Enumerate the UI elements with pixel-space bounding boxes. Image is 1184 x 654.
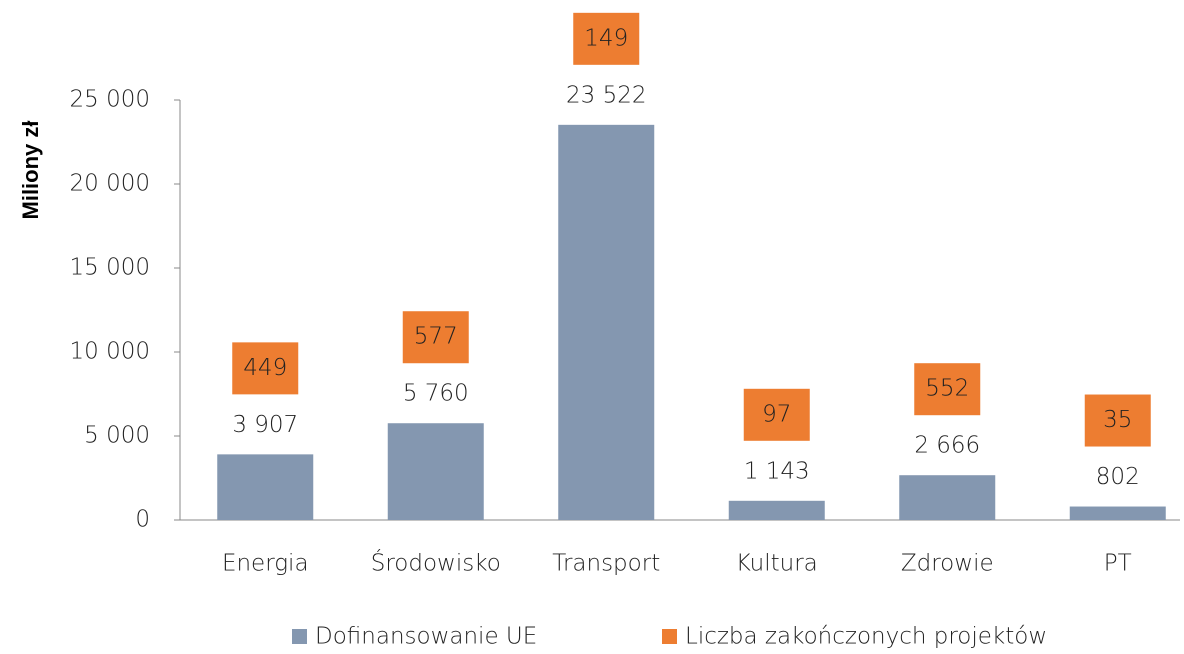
project-count-box: [1084, 394, 1151, 447]
y-tick-label: 0: [135, 507, 150, 533]
value-label: 2 666: [914, 433, 980, 459]
project-count-label: 552: [925, 376, 969, 402]
x-tick-label: Zdrowie: [901, 551, 994, 577]
bar: [217, 454, 314, 520]
project-count-box: [573, 12, 640, 65]
value-label: 3 907: [232, 412, 298, 438]
x-tick-label: Transport: [552, 551, 660, 577]
bar: [1069, 506, 1166, 520]
x-tick-label: Środowisko: [371, 549, 501, 577]
bar: [387, 423, 484, 520]
value-label: 5 760: [403, 381, 469, 407]
project-count-label: 449: [243, 355, 287, 381]
x-tick-label: Kultura: [736, 551, 818, 577]
legend-swatch: [292, 629, 307, 644]
project-count-label: 97: [762, 401, 791, 427]
project-count-box: [232, 342, 299, 395]
project-count-box: [914, 363, 981, 416]
legend-label: Liczba zakończonych projektów: [685, 624, 1047, 650]
bar: [558, 124, 655, 521]
y-axis-label: Miliony zł: [18, 121, 43, 220]
bar: [728, 500, 825, 520]
project-count-label: 35: [1103, 407, 1132, 433]
y-tick-label: 25 000: [70, 87, 150, 113]
x-tick-label: PT: [1104, 551, 1132, 577]
bar: [899, 475, 996, 520]
value-label: 802: [1096, 464, 1140, 490]
y-tick-label: 20 000: [70, 171, 150, 197]
value-label: 1 143: [744, 458, 810, 484]
y-tick-label: 15 000: [70, 255, 150, 281]
project-count-box: [402, 311, 469, 364]
x-tick-label: Energia: [222, 551, 309, 577]
legend-label: Dofinansowanie UE: [315, 624, 537, 650]
legend-swatch: [662, 629, 677, 644]
project-count-box: [743, 388, 810, 441]
project-count-label: 577: [414, 324, 458, 350]
project-count-label: 149: [584, 25, 628, 51]
y-tick-label: 5 000: [84, 423, 150, 449]
value-label: 23 522: [566, 82, 646, 108]
y-tick-label: 10 000: [70, 339, 150, 365]
